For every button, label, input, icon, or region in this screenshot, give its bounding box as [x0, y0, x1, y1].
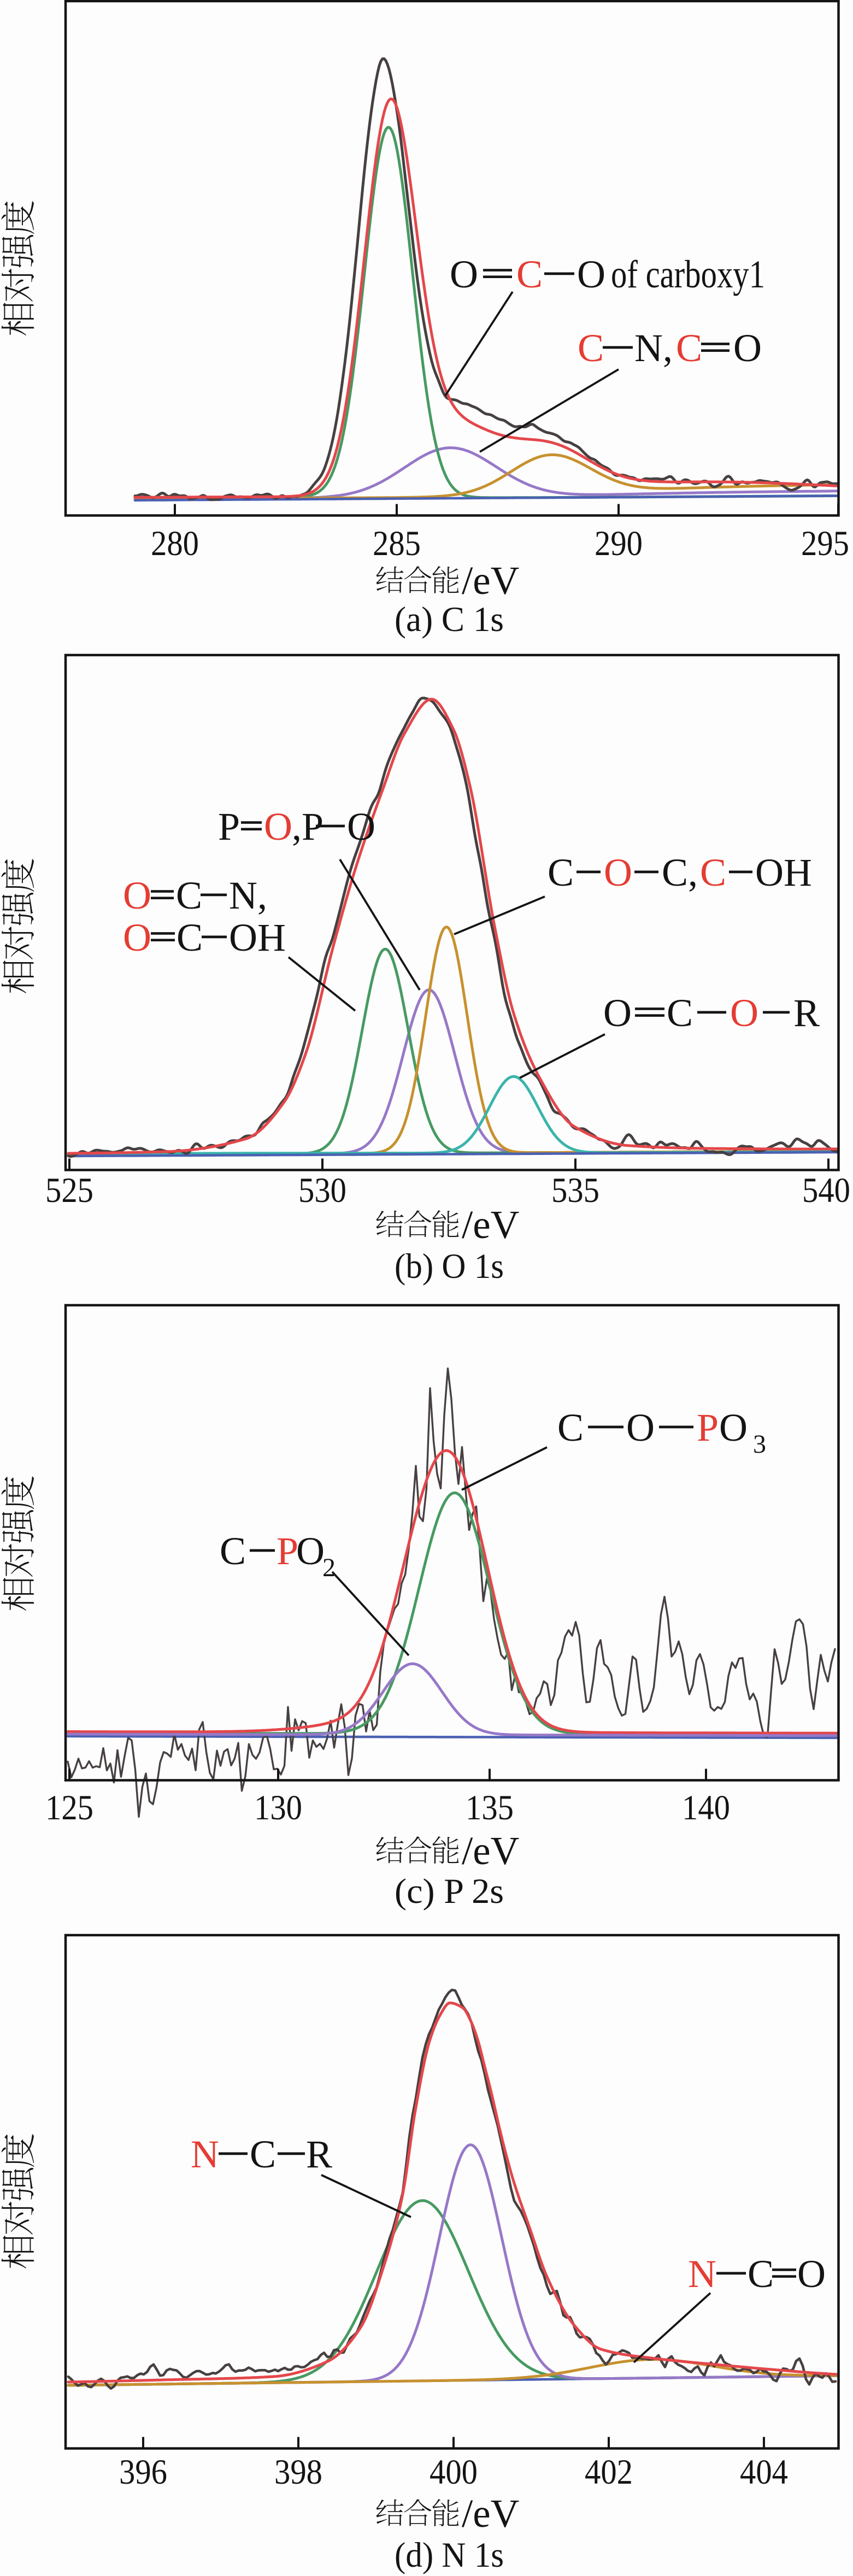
svg-text:525: 525 [45, 1171, 93, 1210]
svg-text:C,: C, [662, 851, 698, 894]
svg-text:R: R [793, 991, 820, 1035]
svg-text:295: 295 [801, 524, 849, 563]
svg-text:(d) N 1s: (d) N 1s [395, 2536, 504, 2575]
svg-text:2: 2 [322, 1553, 336, 1582]
svg-text:C: C [177, 916, 203, 959]
svg-text:O: O [347, 805, 375, 848]
svg-text:/eV: /eV [462, 1829, 519, 1873]
svg-text:130: 130 [254, 1788, 302, 1828]
svg-text:C: C [548, 851, 574, 894]
svg-text:398: 398 [274, 2453, 322, 2492]
svg-text:C: C [176, 874, 202, 917]
svg-text:O: O [626, 1406, 655, 1449]
svg-text:O: O [730, 991, 758, 1035]
svg-text:O: O [450, 252, 478, 296]
svg-text:(c) P 2s: (c) P 2s [395, 1872, 504, 1911]
svg-text:540: 540 [802, 1171, 850, 1210]
svg-text:290: 290 [595, 524, 643, 563]
svg-text:N: N [688, 2252, 716, 2296]
svg-text:C: C [220, 1529, 246, 1573]
svg-text:OH: OH [229, 916, 286, 959]
svg-text:N: N [191, 2132, 219, 2176]
svg-text:396: 396 [119, 2453, 167, 2492]
svg-text:C: C [250, 2132, 276, 2176]
svg-text:285: 285 [373, 524, 421, 563]
svg-text:C: C [667, 991, 693, 1035]
svg-text:O: O [264, 805, 292, 848]
svg-text:/eV: /eV [462, 2491, 519, 2536]
svg-text:/eV: /eV [462, 558, 519, 603]
svg-text:P: P [218, 805, 240, 848]
svg-text:O: O [123, 916, 151, 959]
svg-text:400: 400 [430, 2453, 478, 2492]
svg-text:OH: OH [755, 851, 812, 894]
svg-text:R: R [306, 2132, 332, 2176]
svg-text:535: 535 [551, 1171, 599, 1210]
svg-text:125: 125 [45, 1788, 93, 1828]
svg-text:O: O [604, 851, 632, 894]
svg-text:C: C [578, 326, 604, 370]
svg-text:O: O [123, 874, 151, 917]
svg-text:(b) O 1s: (b) O 1s [395, 1247, 504, 1286]
svg-text:P: P [697, 1406, 719, 1449]
svg-text:O: O [719, 1406, 748, 1449]
svg-text:135: 135 [466, 1788, 514, 1828]
svg-text:404: 404 [740, 2453, 788, 2492]
svg-text:C: C [557, 1406, 584, 1449]
svg-text:O: O [296, 1529, 325, 1573]
svg-text:530: 530 [298, 1171, 346, 1210]
svg-text:402: 402 [585, 2453, 633, 2492]
svg-text:O: O [603, 991, 632, 1035]
svg-text:C: C [676, 326, 702, 370]
svg-text:O: O [733, 326, 762, 370]
svg-text:of carboxy1: of carboxy1 [611, 252, 765, 296]
svg-text:(a) C 1s: (a) C 1s [395, 600, 504, 639]
svg-text:280: 280 [151, 524, 199, 563]
svg-text:C: C [748, 2252, 774, 2296]
svg-text:140: 140 [682, 1788, 730, 1828]
svg-text:O: O [797, 2252, 826, 2296]
svg-text:C: C [516, 252, 543, 296]
svg-text:N,: N, [634, 326, 673, 370]
svg-text:/eV: /eV [462, 1202, 519, 1247]
svg-text:N,: N, [229, 874, 267, 917]
svg-text:C: C [700, 851, 726, 894]
svg-text:O: O [577, 252, 605, 296]
svg-text:3: 3 [753, 1430, 766, 1459]
svg-text:P: P [277, 1529, 298, 1573]
